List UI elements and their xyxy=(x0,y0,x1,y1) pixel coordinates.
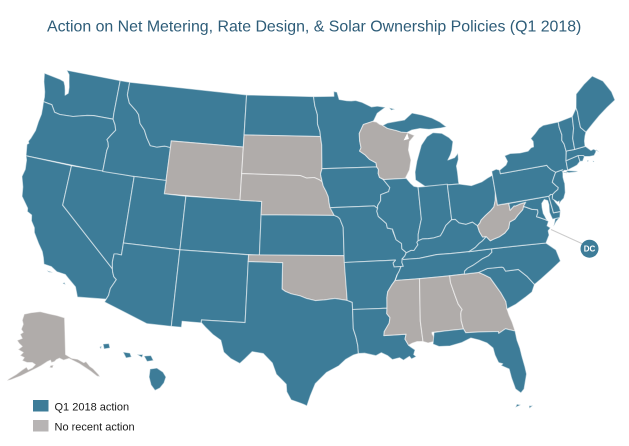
svg-text:DC: DC xyxy=(584,245,596,254)
svg-text:Action on Net Metering, Rate D: Action on Net Metering, Rate Design, & S… xyxy=(47,19,581,36)
svg-text:Q1 2018 action: Q1 2018 action xyxy=(55,402,130,414)
svg-text:No recent action: No recent action xyxy=(55,422,135,434)
